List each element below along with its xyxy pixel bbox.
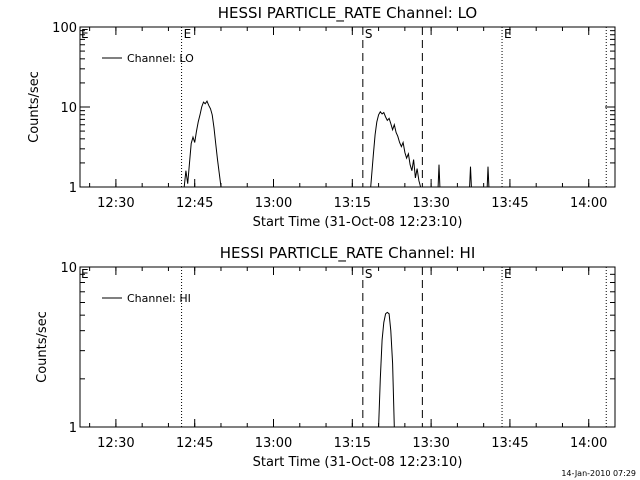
marker-label: E: [81, 27, 89, 41]
x-tick-label: 13:30: [412, 196, 449, 211]
y-tick-label: 1: [69, 181, 77, 196]
plot-frame: [79, 266, 616, 428]
x-tick-label: 13:00: [255, 436, 292, 451]
x-tick-label: 12:30: [97, 196, 134, 211]
marker-label: E: [81, 267, 89, 281]
legend-label: Channel: HI: [127, 292, 191, 305]
footer-timestamp: 14-Jan-2010 07:29: [561, 469, 636, 478]
x-tick-label: 14:00: [570, 196, 607, 211]
series-line-segment: [469, 166, 472, 188]
plot-frame: [79, 26, 616, 188]
series-line-segment: [378, 311, 395, 428]
x-tick-label: 12:30: [97, 436, 134, 451]
series-line-segment: [437, 164, 441, 188]
x-axis-label: Start Time (31-Oct-08 12:23:10): [253, 215, 463, 230]
marker-label: E: [184, 27, 192, 41]
x-axis-label: Start Time (31-Oct-08 12:23:10): [253, 455, 463, 470]
x-tick-label: 13:45: [491, 436, 528, 451]
y-tick-label: 10: [60, 261, 77, 276]
x-tick-label: 13:00: [255, 196, 292, 211]
y-tick-label: 1: [69, 421, 77, 436]
x-tick-label: 13:45: [491, 196, 528, 211]
x-tick-label: 12:45: [176, 196, 213, 211]
marker-label: S: [365, 27, 373, 41]
y-tick-label: 100: [52, 21, 77, 36]
x-tick-label: 14:00: [570, 436, 607, 451]
marker-label: E: [504, 267, 512, 281]
x-tick-label: 13:30: [412, 436, 449, 451]
y-axis-label: Counts/sec: [35, 311, 50, 383]
series-line-segment: [183, 100, 222, 188]
x-tick-label: 12:45: [176, 436, 213, 451]
x-tick-label: 13:15: [334, 196, 371, 211]
chart-title: HESSI PARTICLE_RATE Channel: HI: [220, 244, 476, 263]
series-line-segment: [370, 110, 422, 188]
x-tick-label: 13:15: [334, 436, 371, 451]
legend-label: Channel: LO: [127, 52, 194, 65]
chart-title: HESSI PARTICLE_RATE Channel: LO: [218, 4, 477, 23]
y-axis-label: Counts/sec: [27, 71, 42, 143]
y-tick-label: 10: [60, 101, 77, 116]
marker-label: E: [504, 27, 512, 41]
marker-label: S: [365, 267, 373, 281]
series-line-segment: [486, 166, 490, 188]
